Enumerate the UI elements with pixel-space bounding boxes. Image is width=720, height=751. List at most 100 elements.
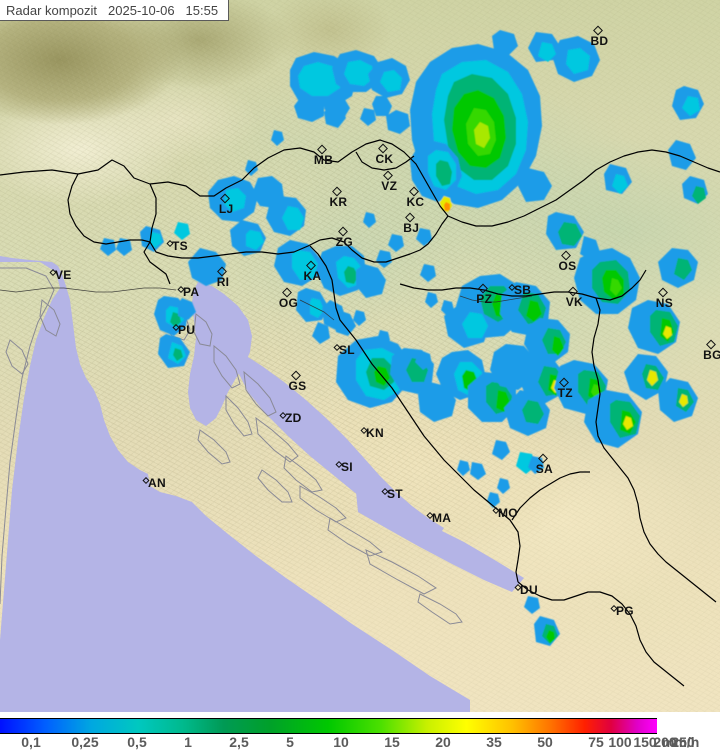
diamond-marker-icon [381,487,389,496]
diamond-marker-icon [610,604,618,613]
legend-tick-0_25: 0,25 [71,734,99,750]
city-label: VZ [381,179,398,193]
city-label: KC [406,195,425,209]
legend-tick-100: 100 [608,734,632,750]
diamond-marker-icon [514,583,522,592]
city-label: KN [366,426,384,440]
coastline-and-islands-layer [0,267,463,625]
legend-tick-15: 15 [384,734,400,750]
diamond-marker-icon [383,170,393,181]
observation-time: 15:55 [185,2,219,18]
observation-date: 2025-10-06 [108,2,175,18]
city-label: PG [616,604,634,618]
diamond-marker-icon [426,511,434,520]
diamond-marker-icon [360,426,368,435]
city-label: MA [432,511,452,525]
city-label: GS [288,379,307,393]
diamond-marker-icon [333,343,341,352]
diamond-marker-icon [405,212,415,223]
diamond-marker-icon [279,411,287,420]
diamond-marker-icon [538,453,548,464]
diamond-marker-icon [306,260,316,271]
city-label: BG [703,348,720,362]
city-label: SB [514,283,532,297]
diamond-marker-icon [172,323,180,332]
city-label: SL [339,343,355,357]
diamond-marker-icon [166,239,174,248]
diamond-marker-icon [177,285,185,294]
city-label: SI [341,460,353,474]
diamond-marker-icon [593,25,603,36]
country-borders-layer [0,139,720,687]
legend-tick-10: 10 [333,734,349,750]
diamond-marker-icon [332,186,342,197]
diamond-marker-icon [378,143,388,154]
city-label: TZ [557,386,573,400]
city-label: PU [178,323,196,337]
legend-tick-35: 35 [486,734,502,750]
city-label: OS [558,259,577,273]
legend-unit-label: mm/h [662,734,700,750]
city-label: ST [387,487,403,501]
legend-tick-250: 250 [671,734,695,750]
legend-tick-200: 200 [653,734,677,750]
legend-tick-0_5: 0,5 [127,734,147,750]
city-label: KA [303,269,322,283]
diamond-marker-icon [409,186,419,197]
diamond-marker-icon [335,460,343,469]
legend-tick-75: 75 [588,734,604,750]
legend-tick-5: 5 [286,734,294,750]
legend-tick-50: 50 [537,734,553,750]
diamond-marker-icon [508,283,516,292]
legend-tick-1: 1 [184,734,192,750]
product-title: Radar kompozit [6,2,98,18]
city-label: BJ [403,221,420,235]
sea-layer [0,256,524,712]
radar-echo-layer [100,30,708,646]
legend-bar: 0,1 0,25 0,5 1 2,5 5 10 15 20 35 50 75 100 150 200 250 m… [0,712,720,751]
city-label: CK [375,152,394,166]
city-label: MB [313,153,334,167]
diamond-marker-icon [561,250,571,261]
city-label: ZD [285,411,302,425]
diamond-marker-icon [49,268,57,277]
city-label: SA [535,462,554,476]
city-label: DU [520,583,538,597]
legend-tick-150: 150 [633,734,657,750]
diamond-marker-icon [338,226,348,237]
diamond-marker-icon [142,476,150,485]
city-label: PZ [476,292,493,306]
city-label: VK [565,295,584,309]
city-label: VE [55,268,72,282]
diamond-marker-icon [559,377,569,388]
legend-tick-labels: 0,1 0,25 0,5 1 2,5 5 10 15 20 35 50 75 100 150 200 250 m… [0,734,720,751]
legend-tick-20: 20 [435,734,451,750]
city-label: AN [148,476,166,490]
city-marker-layer: BD MB CK LJ KR VZ KC ZG BJ TS RI KA OS VE PA OG PZ SB VK NS… [49,25,720,618]
city-label: TS [172,239,188,253]
diamond-marker-icon [217,266,227,277]
legend-tick-2_5: 2,5 [229,734,249,750]
rain-rate-colorbar [0,718,657,734]
city-label: OG [278,296,299,310]
diamond-marker-icon [568,286,578,297]
city-label: KR [329,195,348,209]
city-label: BD [590,34,609,48]
diamond-marker-icon [220,193,230,204]
legend-tick-0_1: 0,1 [21,734,41,750]
city-label: MO [498,506,518,520]
diamond-marker-icon [282,287,292,298]
city-label: ZG [335,235,354,249]
city-label: PA [183,285,200,299]
diamond-marker-icon [478,283,488,294]
diamond-marker-icon [317,144,327,155]
city-label: NS [655,296,674,310]
city-label: LJ [218,202,234,216]
diamond-marker-icon [492,506,500,515]
city-label: RI [216,275,230,289]
diamond-marker-icon [706,339,716,350]
radar-map[interactable]: BD MB CK LJ KR VZ KC ZG BJ TS RI KA OS VE PA OG PZ SB VK NS… [0,0,720,712]
diamond-marker-icon [291,370,301,381]
map-title-bar: Radar kompozit 2025-10-06 15:55 [0,0,230,21]
